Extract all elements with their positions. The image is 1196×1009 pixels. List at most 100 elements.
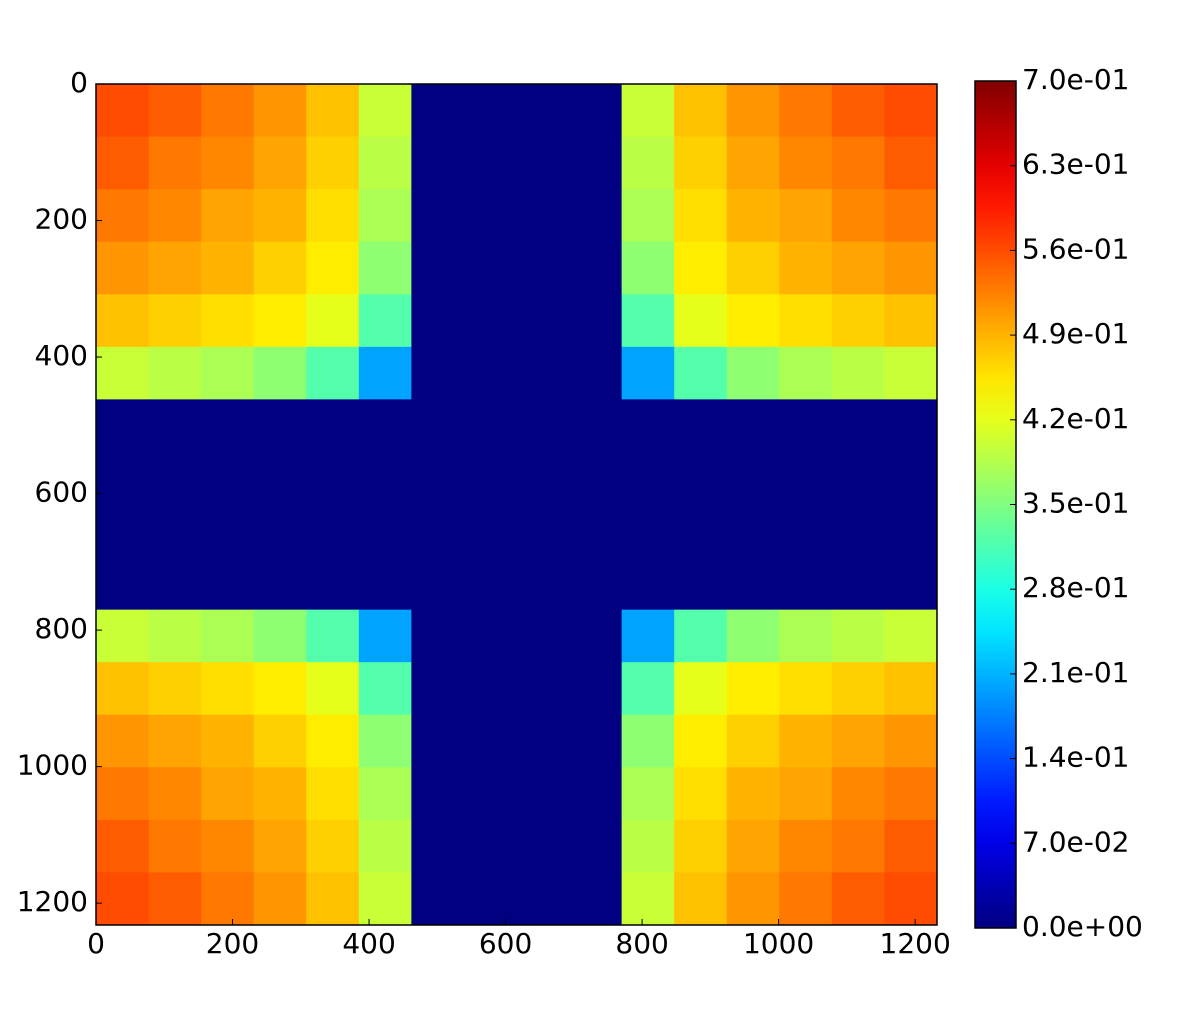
heatmap-cell <box>779 346 833 400</box>
heatmap-cell <box>253 189 307 243</box>
heatmap-cell <box>253 399 307 453</box>
heatmap-cell <box>621 346 675 400</box>
heatmap-cell <box>201 714 255 768</box>
heatmap-cell <box>569 399 623 453</box>
heatmap-cell <box>148 767 202 821</box>
heatmap-cell <box>516 714 570 768</box>
heatmap-cell <box>674 504 728 558</box>
heatmap-cell <box>621 557 675 611</box>
heatmap-cell <box>306 662 360 716</box>
heatmap-cell <box>726 346 780 400</box>
heatmap-cell <box>148 84 202 138</box>
heatmap-cell <box>253 84 307 138</box>
heatmap-cell <box>779 819 833 873</box>
heatmap-cell <box>463 84 517 138</box>
heatmap-cell <box>96 662 150 716</box>
y-tick-label: 1000 <box>17 749 88 782</box>
colorbar-tick-label: 6.3e-01 <box>1022 148 1130 181</box>
heatmap-cell <box>516 189 570 243</box>
heatmap-cell <box>726 189 780 243</box>
heatmap-cell <box>358 84 412 138</box>
heatmap-cell <box>726 241 780 295</box>
heatmap-cell <box>411 346 465 400</box>
heatmap-cell <box>569 84 623 138</box>
heatmap-cell <box>148 346 202 400</box>
heatmap-cell <box>884 819 938 873</box>
heatmap-cell <box>96 504 150 558</box>
heatmap-cell <box>201 662 255 716</box>
colorbar-tick-label: 7.0e-01 <box>1022 63 1130 96</box>
heatmap-cell <box>463 609 517 663</box>
heatmap-cell <box>726 819 780 873</box>
heatmap-cell <box>306 872 360 926</box>
heatmap-cell <box>358 819 412 873</box>
heatmap-cell <box>569 504 623 558</box>
heatmap-cell <box>831 557 885 611</box>
heatmap-cell <box>831 84 885 138</box>
heatmap-cell <box>674 451 728 505</box>
heatmap-cell <box>726 609 780 663</box>
heatmap-cell <box>411 241 465 295</box>
heatmap-cell <box>358 872 412 926</box>
heatmap-cell <box>674 609 728 663</box>
heatmap-cell <box>148 819 202 873</box>
heatmap-cell <box>621 767 675 821</box>
heatmap-cell <box>569 714 623 768</box>
heatmap-cell <box>411 136 465 190</box>
heatmap-cell <box>674 399 728 453</box>
heatmap-cell <box>831 819 885 873</box>
heatmap-cell <box>96 557 150 611</box>
heatmap-cell <box>253 294 307 348</box>
heatmap-cell <box>463 767 517 821</box>
heatmap-cell <box>831 504 885 558</box>
heatmap-cell <box>201 872 255 926</box>
heatmap-cell <box>411 294 465 348</box>
heatmap-cell <box>253 609 307 663</box>
heatmap-cell <box>884 609 938 663</box>
heatmap-cell <box>306 136 360 190</box>
heatmap-cell <box>621 819 675 873</box>
heatmap-cell <box>463 504 517 558</box>
heatmap-cell <box>411 819 465 873</box>
heatmap-cell <box>569 189 623 243</box>
heatmap-cell <box>779 872 833 926</box>
heatmap-cell <box>516 136 570 190</box>
heatmap-cell <box>569 451 623 505</box>
heatmap-cell <box>96 189 150 243</box>
heatmap-cell <box>463 241 517 295</box>
colorbar-tick-label: 5.6e-01 <box>1022 232 1130 265</box>
heatmap-cell <box>884 451 938 505</box>
heatmap-cell <box>201 399 255 453</box>
heatmap-cell <box>96 136 150 190</box>
heatmap-cell <box>674 294 728 348</box>
heatmap-cell <box>621 451 675 505</box>
heatmap-cell <box>201 557 255 611</box>
heatmap-cell <box>779 504 833 558</box>
heatmap-cell <box>831 609 885 663</box>
heatmap-cell <box>358 504 412 558</box>
x-tick-label: 1200 <box>880 927 951 960</box>
heatmap-cell <box>726 767 780 821</box>
heatmap-cell <box>253 767 307 821</box>
heatmap-cell <box>726 136 780 190</box>
heatmap-cell <box>148 504 202 558</box>
heatmap-cell <box>621 294 675 348</box>
heatmap-cell <box>201 294 255 348</box>
colorbar <box>974 80 1017 929</box>
x-tick-label: 800 <box>615 927 668 960</box>
heatmap-cell <box>306 294 360 348</box>
heatmap-cell <box>726 714 780 768</box>
heatmap-cell <box>779 662 833 716</box>
heatmap-cell <box>516 504 570 558</box>
heatmap-cell <box>884 346 938 400</box>
heatmap-cell <box>516 662 570 716</box>
heatmap-cell <box>621 136 675 190</box>
heatmap-cell <box>674 767 728 821</box>
heatmap-cell <box>516 294 570 348</box>
heatmap-cell <box>148 294 202 348</box>
heatmap-cell <box>148 136 202 190</box>
heatmap-cell <box>884 872 938 926</box>
heatmap-cell <box>253 662 307 716</box>
x-tick-label: 600 <box>479 927 532 960</box>
